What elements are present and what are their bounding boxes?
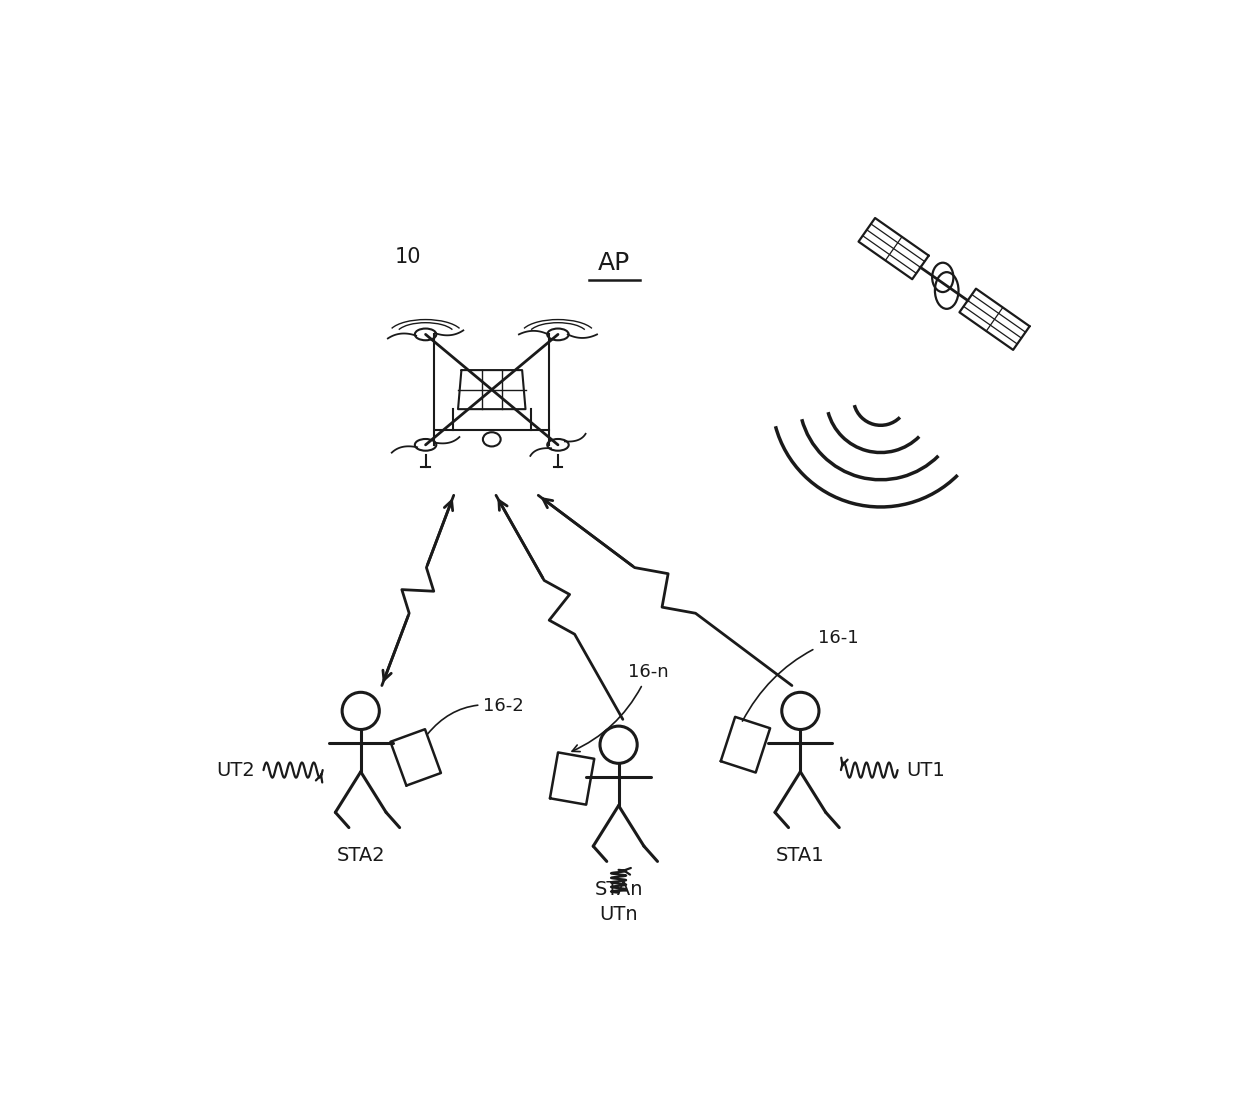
Text: STA2: STA2 xyxy=(336,847,386,865)
Text: STA1: STA1 xyxy=(776,847,825,865)
Text: AP: AP xyxy=(598,251,630,276)
Text: UTn: UTn xyxy=(599,906,637,925)
Text: STAn: STAn xyxy=(594,879,642,899)
Text: UT1: UT1 xyxy=(906,761,945,780)
Text: UT2: UT2 xyxy=(216,761,255,780)
Text: 16-1: 16-1 xyxy=(743,629,859,721)
Text: 16-n: 16-n xyxy=(572,663,668,752)
Text: 16-2: 16-2 xyxy=(428,697,525,735)
Text: 10: 10 xyxy=(394,247,422,267)
